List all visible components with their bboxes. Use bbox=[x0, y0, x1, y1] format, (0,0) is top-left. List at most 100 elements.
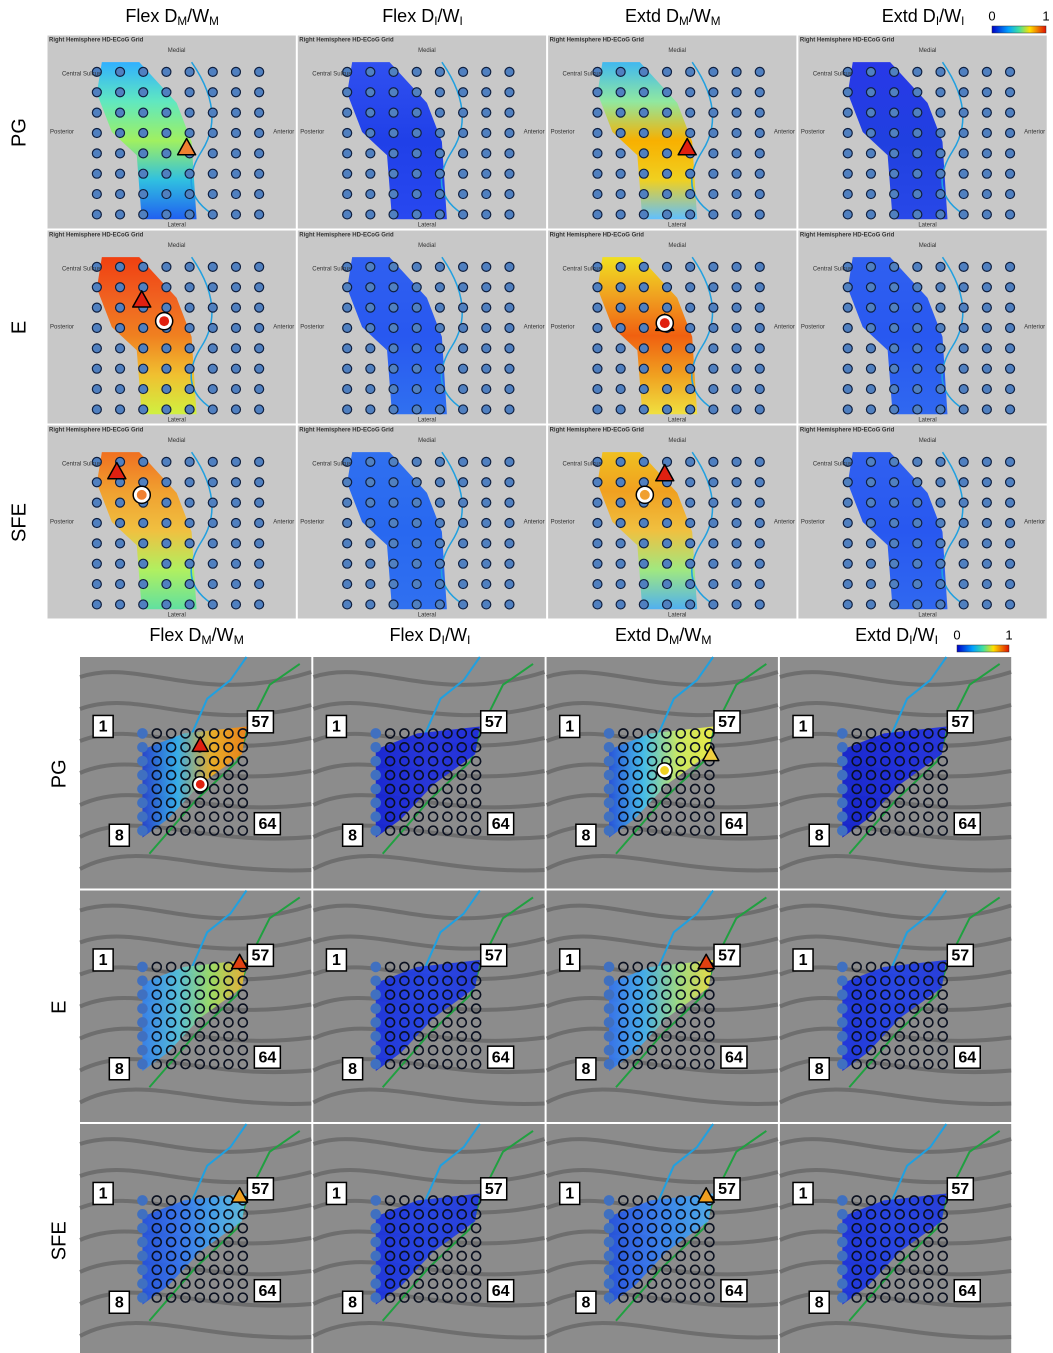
electrode bbox=[685, 477, 696, 488]
electrode bbox=[689, 1292, 701, 1303]
electrode bbox=[399, 1292, 410, 1303]
electrode bbox=[731, 107, 742, 118]
electrode bbox=[457, 456, 469, 467]
electrode bbox=[754, 538, 765, 549]
electrode bbox=[908, 755, 920, 767]
electrode bbox=[442, 1292, 453, 1303]
label-box bbox=[575, 1290, 597, 1315]
electrode bbox=[661, 168, 673, 179]
electrode bbox=[504, 87, 515, 98]
electrode bbox=[592, 456, 603, 467]
electrode bbox=[685, 87, 696, 98]
electrode bbox=[851, 1058, 862, 1070]
label-box bbox=[253, 1278, 282, 1303]
electrode bbox=[504, 282, 515, 293]
electrode bbox=[632, 1058, 644, 1070]
electrode bbox=[675, 825, 687, 836]
electrode bbox=[923, 1264, 934, 1276]
electrode bbox=[937, 1264, 949, 1276]
electrode bbox=[889, 209, 900, 220]
electrode bbox=[889, 66, 900, 77]
electrode bbox=[207, 87, 218, 98]
electrode bbox=[615, 188, 626, 200]
electrode bbox=[615, 456, 626, 467]
electrode bbox=[912, 107, 923, 118]
header-part: I bbox=[442, 633, 445, 647]
electrode bbox=[689, 741, 701, 753]
electrode bbox=[184, 558, 195, 569]
electrode bbox=[434, 322, 445, 334]
electrode bbox=[708, 497, 719, 508]
electrode bbox=[894, 728, 906, 739]
electrode bbox=[675, 1058, 687, 1070]
heat-region bbox=[597, 257, 698, 415]
electrode bbox=[138, 456, 149, 467]
electrode bbox=[470, 825, 482, 836]
electrode bbox=[208, 1264, 220, 1276]
electrode bbox=[880, 1278, 891, 1290]
electrode bbox=[151, 1058, 163, 1070]
electrode bbox=[865, 769, 877, 781]
label-box bbox=[108, 823, 131, 848]
electrode bbox=[661, 1222, 672, 1234]
electrode bbox=[708, 578, 719, 590]
grid-lateral: Lateral bbox=[418, 223, 436, 229]
electrode bbox=[754, 282, 765, 293]
electrode bbox=[837, 961, 848, 973]
electrode bbox=[603, 1208, 615, 1220]
electrode bbox=[837, 1044, 848, 1056]
label-box bbox=[946, 943, 975, 968]
electrode bbox=[638, 87, 649, 98]
electrode bbox=[365, 456, 376, 467]
electrode bbox=[114, 209, 126, 220]
electrode bbox=[399, 1003, 410, 1014]
electrode bbox=[618, 797, 629, 809]
electrode bbox=[504, 322, 515, 334]
electrode bbox=[704, 1250, 715, 1262]
electrode bbox=[427, 1058, 439, 1070]
electrode bbox=[442, 989, 453, 1000]
electrode bbox=[842, 127, 853, 139]
electrode bbox=[603, 728, 615, 739]
electrode bbox=[592, 404, 603, 415]
electrode bbox=[842, 404, 853, 415]
electrode bbox=[207, 322, 218, 334]
electrode bbox=[618, 783, 629, 795]
grid-medial: Medial bbox=[919, 48, 937, 54]
electrode bbox=[370, 1264, 382, 1276]
grid-title: Right Hemisphere HD-ECoG Grid bbox=[49, 38, 144, 44]
electrode bbox=[470, 755, 482, 767]
header-part: I bbox=[935, 633, 938, 647]
grid-posterior: Posterior bbox=[551, 130, 575, 136]
electrode bbox=[894, 797, 906, 809]
electrode bbox=[837, 1236, 848, 1248]
electrode bbox=[837, 1278, 848, 1290]
electrode bbox=[685, 404, 696, 415]
electrode bbox=[91, 209, 102, 220]
electrode bbox=[731, 599, 742, 610]
electrode bbox=[865, 1222, 877, 1234]
electrode bbox=[923, 1044, 934, 1056]
electrode bbox=[384, 975, 396, 987]
electrode bbox=[704, 797, 715, 809]
electrode bbox=[661, 1278, 672, 1290]
electrode bbox=[434, 477, 445, 488]
electrode bbox=[384, 797, 396, 809]
electrode bbox=[384, 1208, 396, 1220]
electrode bbox=[592, 497, 603, 508]
electrode bbox=[137, 989, 148, 1000]
electrode bbox=[91, 404, 102, 415]
electrode bbox=[675, 1208, 687, 1220]
electrode bbox=[1004, 322, 1016, 334]
electrode bbox=[880, 1017, 891, 1028]
grid-lateral: Lateral bbox=[418, 613, 436, 619]
electrode bbox=[342, 188, 353, 200]
grid-anterior: Anterior bbox=[524, 520, 545, 526]
electrode bbox=[958, 261, 969, 272]
electrode-label: 8 bbox=[815, 1294, 824, 1311]
electrode bbox=[413, 1003, 425, 1014]
brain-fold bbox=[545, 903, 779, 921]
electrode bbox=[442, 1195, 453, 1206]
electrode bbox=[138, 107, 149, 118]
label-box bbox=[246, 943, 275, 968]
